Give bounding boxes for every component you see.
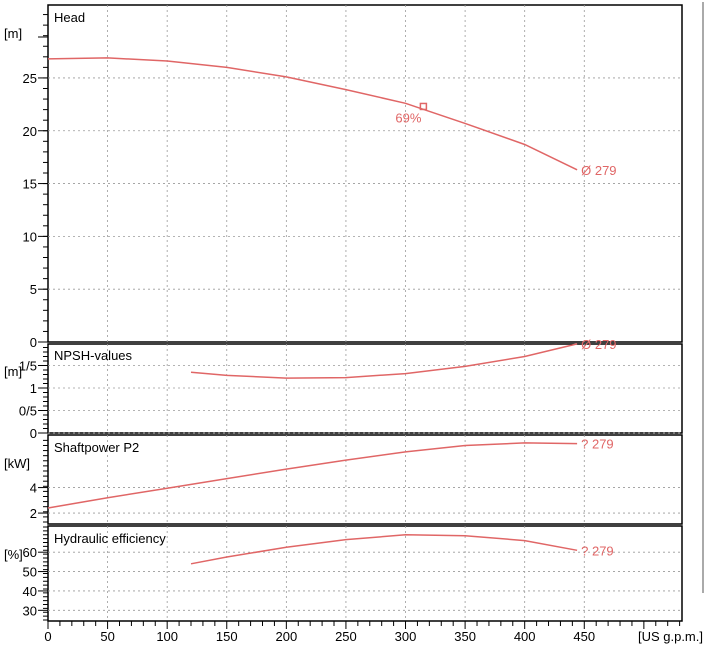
panel-2: 0 0/5 1 1/5[m] NPSH-values Ø 279 [4,337,683,441]
y-axis-unit: [kW] [4,456,30,471]
x-tick-label: 0 [44,629,51,644]
series-line [190,343,578,379]
series-line [47,57,578,171]
y-tick-label: 0 [30,426,37,441]
x-tick-label: 150 [216,629,238,644]
panel-frame [47,434,683,525]
panel-3: 2 4[kW] Shaftpower P2 ? 279 [4,434,683,525]
efficiency-label: 69% [395,110,421,125]
y-axis-unit: [m] [4,364,22,379]
series-line [190,534,578,565]
y-axis-unit: [%] [4,547,23,562]
y-tick-label: 5 [30,282,37,297]
series-end-label: Ø 279 [581,337,616,352]
x-tick-label: 300 [395,629,417,644]
x-tick-label: 250 [335,629,357,644]
y-tick-label: 1/5 [19,359,37,374]
series-line [47,442,578,509]
panel-1: 0 5 10 15 20 25 [m] Head Ø 279 69% [4,4,683,350]
efficiency-marker [419,102,428,111]
x-tick-label: 450 [573,629,595,644]
panel-title: Shaftpower P2 [54,440,139,455]
y-tick-label: 1 [30,381,37,396]
y-tick-label: 50 [23,565,37,580]
y-tick-label: 15 [23,177,37,192]
series-end-label: Ø 279 [581,163,616,178]
y-tick-label: 30 [23,603,37,618]
y-tick-label: 2 [30,506,37,521]
y-tick-label: 20 [23,124,37,139]
x-tick-label: 50 [100,629,114,644]
x-tick-label: 350 [454,629,476,644]
x-axis: 0 50 100 150 200 250 300 350 400 450 [US g.p.m.] [44,620,703,644]
y-axis-unit: [m] [4,26,22,41]
y-tick-label: 0/5 [19,404,37,419]
panel-title: Head [54,10,85,25]
y-tick-label: 25 [23,71,37,86]
panel-title: Hydraulic efficiency [54,531,166,546]
series-end-label: ? 279 [581,543,614,558]
panel-title: NPSH-values [54,348,133,363]
series-end-label: ? 279 [581,437,614,452]
y-tick-label: 4 [30,481,37,496]
y-tick-label: 60 [23,545,37,560]
y-tick-label: 0 [30,335,37,350]
x-tick-label: 200 [275,629,297,644]
panel-4: 30 40 50 60[%] Hydraulic efficiency ? 279 [4,525,683,622]
x-tick-label: 100 [156,629,178,644]
x-axis-unit: [US g.p.m.] [638,629,703,644]
y-tick-label: 10 [23,229,37,244]
x-tick-label: 400 [514,629,536,644]
y-tick-label: 40 [23,584,37,599]
